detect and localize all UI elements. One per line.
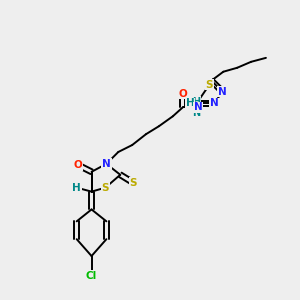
Text: Cl: Cl bbox=[86, 271, 97, 281]
Text: H
N: H N bbox=[193, 97, 201, 118]
Text: S: S bbox=[102, 183, 109, 193]
Text: H: H bbox=[186, 98, 194, 108]
Text: N: N bbox=[210, 98, 219, 108]
Text: N: N bbox=[218, 86, 227, 97]
Text: O: O bbox=[178, 88, 187, 98]
Text: H: H bbox=[72, 183, 81, 193]
Text: S: S bbox=[129, 178, 137, 188]
Text: N: N bbox=[102, 159, 111, 169]
Text: O: O bbox=[73, 160, 82, 170]
Text: N: N bbox=[194, 102, 203, 112]
Text: S: S bbox=[206, 80, 213, 90]
